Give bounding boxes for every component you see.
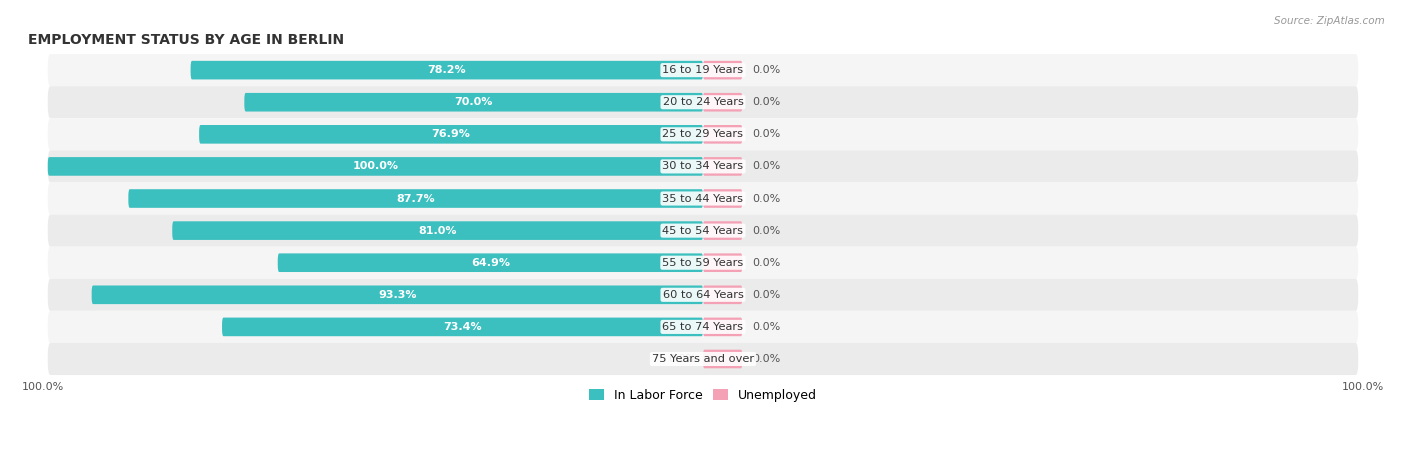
Text: 0.0%: 0.0% (752, 129, 780, 140)
FancyBboxPatch shape (703, 157, 742, 176)
Text: Source: ZipAtlas.com: Source: ZipAtlas.com (1274, 16, 1385, 26)
Text: 0.0%: 0.0% (752, 354, 780, 364)
Text: 0.0%: 0.0% (752, 194, 780, 203)
FancyBboxPatch shape (703, 318, 742, 336)
FancyBboxPatch shape (703, 125, 742, 144)
Text: 76.9%: 76.9% (432, 129, 471, 140)
Text: 25 to 29 Years: 25 to 29 Years (662, 129, 744, 140)
Text: 93.3%: 93.3% (378, 290, 416, 300)
Text: 45 to 54 Years: 45 to 54 Years (662, 225, 744, 236)
FancyBboxPatch shape (91, 285, 703, 304)
FancyBboxPatch shape (703, 285, 742, 304)
Text: 55 to 59 Years: 55 to 59 Years (662, 258, 744, 268)
Text: 30 to 34 Years: 30 to 34 Years (662, 162, 744, 171)
Text: 73.4%: 73.4% (443, 322, 482, 332)
FancyBboxPatch shape (128, 189, 703, 208)
FancyBboxPatch shape (48, 247, 1358, 279)
Legend: In Labor Force, Unemployed: In Labor Force, Unemployed (583, 384, 823, 407)
Text: 65 to 74 Years: 65 to 74 Years (662, 322, 744, 332)
Text: 64.9%: 64.9% (471, 258, 510, 268)
FancyBboxPatch shape (48, 311, 1358, 343)
Text: 78.2%: 78.2% (427, 65, 467, 75)
FancyBboxPatch shape (278, 253, 703, 272)
Text: EMPLOYMENT STATUS BY AGE IN BERLIN: EMPLOYMENT STATUS BY AGE IN BERLIN (28, 33, 344, 47)
FancyBboxPatch shape (48, 215, 1358, 247)
FancyBboxPatch shape (703, 61, 742, 80)
FancyBboxPatch shape (48, 86, 1358, 118)
FancyBboxPatch shape (703, 221, 742, 240)
FancyBboxPatch shape (703, 253, 742, 272)
FancyBboxPatch shape (245, 93, 703, 112)
FancyBboxPatch shape (48, 182, 1358, 215)
Text: 100.0%: 100.0% (1343, 382, 1385, 392)
Text: 70.0%: 70.0% (454, 97, 494, 107)
Text: 0.0%: 0.0% (752, 65, 780, 75)
FancyBboxPatch shape (200, 125, 703, 144)
FancyBboxPatch shape (48, 157, 703, 176)
Text: 0.0%: 0.0% (668, 354, 696, 364)
FancyBboxPatch shape (703, 350, 742, 368)
Text: 35 to 44 Years: 35 to 44 Years (662, 194, 744, 203)
FancyBboxPatch shape (48, 343, 1358, 375)
Text: 0.0%: 0.0% (752, 97, 780, 107)
Text: 60 to 64 Years: 60 to 64 Years (662, 290, 744, 300)
FancyBboxPatch shape (222, 318, 703, 336)
FancyBboxPatch shape (703, 189, 742, 208)
Text: 0.0%: 0.0% (752, 225, 780, 236)
Text: 75 Years and over: 75 Years and over (652, 354, 754, 364)
Text: 81.0%: 81.0% (419, 225, 457, 236)
FancyBboxPatch shape (173, 221, 703, 240)
FancyBboxPatch shape (703, 93, 742, 112)
Text: 0.0%: 0.0% (752, 290, 780, 300)
FancyBboxPatch shape (48, 279, 1358, 311)
FancyBboxPatch shape (48, 54, 1358, 86)
Text: 100.0%: 100.0% (353, 162, 398, 171)
FancyBboxPatch shape (48, 118, 1358, 150)
Text: 87.7%: 87.7% (396, 194, 434, 203)
Text: 0.0%: 0.0% (752, 162, 780, 171)
Text: 16 to 19 Years: 16 to 19 Years (662, 65, 744, 75)
FancyBboxPatch shape (48, 150, 1358, 182)
Text: 20 to 24 Years: 20 to 24 Years (662, 97, 744, 107)
FancyBboxPatch shape (191, 61, 703, 80)
Text: 0.0%: 0.0% (752, 258, 780, 268)
Text: 100.0%: 100.0% (21, 382, 63, 392)
Text: 0.0%: 0.0% (752, 322, 780, 332)
